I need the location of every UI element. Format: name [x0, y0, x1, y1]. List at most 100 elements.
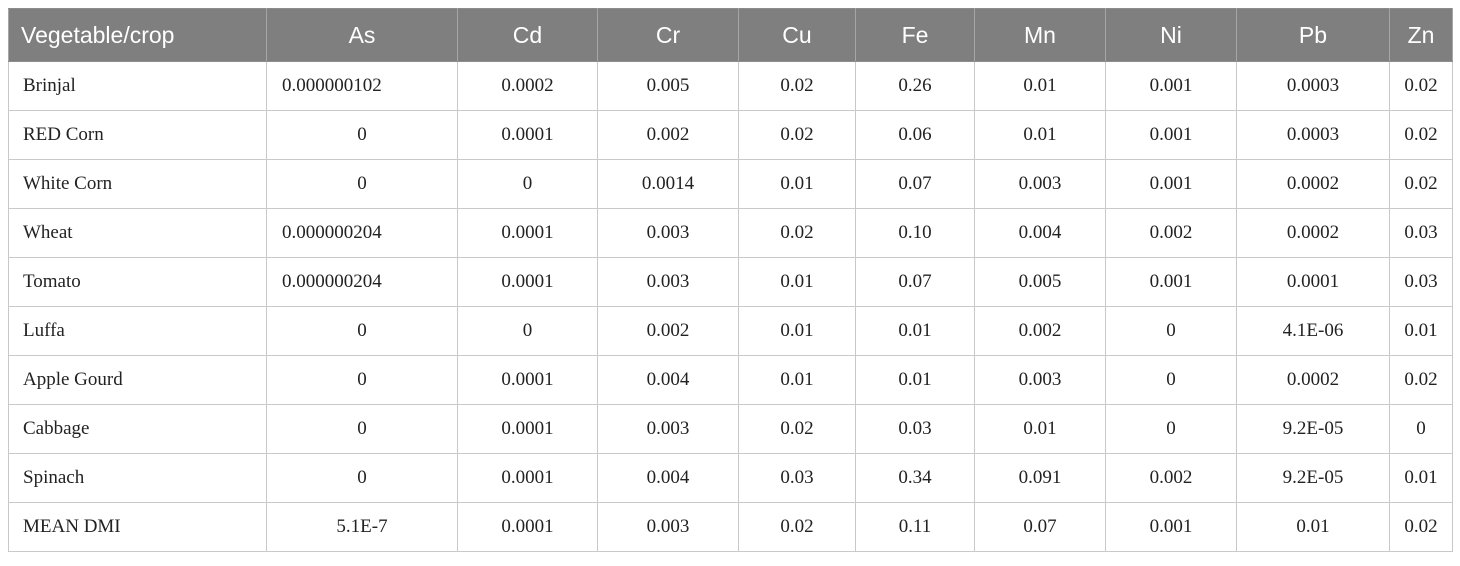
cell-cr: 0.003 [597, 404, 739, 454]
table-row: RED Corn 0 0.0001 0.002 0.02 0.06 0.01 0.001 0.0… [8, 110, 1453, 160]
table-row: MEAN DMI 5.1E-7 0.0001 0.003 0.02 0.11 0.07 0.0… [8, 502, 1453, 552]
cell-fe: 0.03 [855, 404, 975, 454]
cell-cr: 0.002 [597, 110, 739, 160]
cell-crop: Wheat [8, 208, 267, 258]
cell-zn: 0 [1389, 404, 1453, 454]
cell-mn: 0.004 [974, 208, 1106, 258]
cell-as: 0.000000102 [266, 61, 458, 111]
cell-mn: 0.005 [974, 257, 1106, 307]
table-row: Brinjal 0.000000102 0.0002 0.005 0.02 0.26 0.0… [8, 61, 1453, 111]
cell-cr: 0.003 [597, 208, 739, 258]
cell-zn: 0.02 [1389, 61, 1453, 111]
table-row: Luffa 0 0 0.002 0.01 0.01 0.002 0 4.1E-06 0.01 [8, 306, 1453, 356]
cell-ni: 0.002 [1105, 208, 1237, 258]
table-row: Tomato 0.000000204 0.0001 0.003 0.01 0.07 0.00… [8, 257, 1453, 307]
column-header-zn: Zn [1389, 8, 1453, 62]
cell-cd: 0.0001 [457, 502, 598, 552]
cell-mn: 0.01 [974, 404, 1106, 454]
cell-cr: 0.005 [597, 61, 739, 111]
cell-zn: 0.02 [1389, 502, 1453, 552]
table-row: Cabbage 0 0.0001 0.003 0.02 0.03 0.01 0 9.2E-05 0 [8, 404, 1453, 454]
header-row: Vegetable/crop As Cd Cr Cu Fe Mn Ni Pb Z… [8, 8, 1453, 62]
cell-cu: 0.02 [738, 110, 856, 160]
cell-cd: 0.0002 [457, 61, 598, 111]
cell-pb: 9.2E-05 [1236, 453, 1390, 503]
cell-as: 0.000000204 [266, 208, 458, 258]
table-row: White Corn 0 0 0.0014 0.01 0.07 0.003 0.001 0.00… [8, 159, 1453, 209]
cell-as: 0 [266, 453, 458, 503]
cell-cd: 0 [457, 159, 598, 209]
cell-cr: 0.003 [597, 502, 739, 552]
cell-cu: 0.01 [738, 306, 856, 356]
cell-cd: 0.0001 [457, 355, 598, 405]
column-header-cr: Cr [597, 8, 739, 62]
cell-cd: 0.0001 [457, 257, 598, 307]
column-header-mn: Mn [974, 8, 1106, 62]
column-header-as: As [266, 8, 458, 62]
cell-cr: 0.002 [597, 306, 739, 356]
cell-mn: 0.002 [974, 306, 1106, 356]
cell-fe: 0.34 [855, 453, 975, 503]
column-header-cd: Cd [457, 8, 598, 62]
column-header-cu: Cu [738, 8, 856, 62]
cell-zn: 0.03 [1389, 257, 1453, 307]
cell-ni: 0.001 [1105, 110, 1237, 160]
cell-ni: 0 [1105, 306, 1237, 356]
cell-cu: 0.01 [738, 355, 856, 405]
cell-crop: Tomato [8, 257, 267, 307]
cell-zn: 0.02 [1389, 110, 1453, 160]
cell-cr: 0.004 [597, 453, 739, 503]
cell-fe: 0.06 [855, 110, 975, 160]
cell-ni: 0.001 [1105, 61, 1237, 111]
cell-cu: 0.02 [738, 61, 856, 111]
cell-as: 0 [266, 110, 458, 160]
cell-crop: White Corn [8, 159, 267, 209]
cell-cd: 0 [457, 306, 598, 356]
cell-cd: 0.0001 [457, 453, 598, 503]
cell-fe: 0.01 [855, 306, 975, 356]
cell-pb: 4.1E-06 [1236, 306, 1390, 356]
cell-ni: 0.002 [1105, 453, 1237, 503]
cell-as: 0 [266, 355, 458, 405]
cell-cr: 0.004 [597, 355, 739, 405]
column-header-fe: Fe [855, 8, 975, 62]
cell-cu: 0.03 [738, 453, 856, 503]
cell-crop: Spinach [8, 453, 267, 503]
cell-cd: 0.0001 [457, 110, 598, 160]
cell-as: 0.000000204 [266, 257, 458, 307]
cell-fe: 0.26 [855, 61, 975, 111]
cell-crop: Cabbage [8, 404, 267, 454]
cell-as: 0 [266, 306, 458, 356]
cell-pb: 0.01 [1236, 502, 1390, 552]
cell-mn: 0.091 [974, 453, 1106, 503]
cell-cd: 0.0001 [457, 208, 598, 258]
cell-cd: 0.0001 [457, 404, 598, 454]
table-body: Brinjal 0.000000102 0.0002 0.005 0.02 0.26 0.0… [8, 61, 1453, 552]
cell-zn: 0.01 [1389, 453, 1453, 503]
cell-pb: 0.0003 [1236, 110, 1390, 160]
cell-zn: 0.02 [1389, 355, 1453, 405]
cell-zn: 0.03 [1389, 208, 1453, 258]
cell-crop: Apple Gourd [8, 355, 267, 405]
cell-as: 0 [266, 404, 458, 454]
cell-zn: 0.01 [1389, 306, 1453, 356]
cell-mn: 0.01 [974, 110, 1106, 160]
cell-crop: Brinjal [8, 61, 267, 111]
cell-pb: 9.2E-05 [1236, 404, 1390, 454]
cell-pb: 0.0001 [1236, 257, 1390, 307]
cell-cr: 0.0014 [597, 159, 739, 209]
cell-fe: 0.01 [855, 355, 975, 405]
column-header-ni: Ni [1105, 8, 1237, 62]
cell-cu: 0.02 [738, 208, 856, 258]
column-header-pb: Pb [1236, 8, 1390, 62]
cell-ni: 0 [1105, 404, 1237, 454]
cell-pb: 0.0002 [1236, 159, 1390, 209]
cell-pb: 0.0002 [1236, 208, 1390, 258]
cell-fe: 0.07 [855, 159, 975, 209]
cell-cr: 0.003 [597, 257, 739, 307]
cell-zn: 0.02 [1389, 159, 1453, 209]
cell-ni: 0.001 [1105, 159, 1237, 209]
cell-as: 5.1E-7 [266, 502, 458, 552]
table-row: Apple Gourd 0 0.0001 0.004 0.01 0.01 0.003 0 0.0… [8, 355, 1453, 405]
cell-cu: 0.01 [738, 159, 856, 209]
